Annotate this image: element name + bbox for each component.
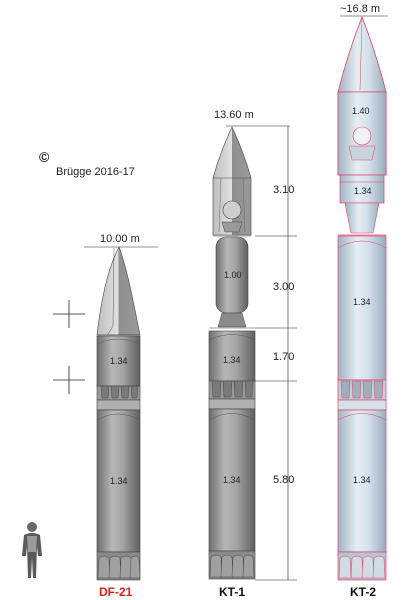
diameter-label-kt1-stage3: 1.00 bbox=[224, 270, 242, 280]
diameter-label-kt1-stage1: 1.34 bbox=[223, 475, 241, 485]
credit: © Brügge 2016-17 bbox=[39, 149, 135, 178]
crosshair-icon bbox=[53, 300, 85, 328]
diameter-label-df21-stage1: 1.34 bbox=[110, 476, 128, 486]
rocket-name-kt2: KT-2 bbox=[350, 585, 376, 599]
diameter-label-kt2-stage1: 1.34 bbox=[353, 475, 371, 485]
diameter-label-kt2-stage2: 1.34 bbox=[353, 297, 371, 307]
human-figure-icon bbox=[22, 522, 42, 578]
rocket-name-df21: DF-21 bbox=[99, 585, 133, 599]
diameter-label-kt2-stage4: 1.40 bbox=[352, 106, 370, 116]
section-length-2: 3.00 bbox=[273, 281, 294, 293]
diameter-label-df21-stage2: 1.34 bbox=[110, 356, 128, 366]
dimension-scale bbox=[255, 126, 297, 581]
rocket-df21: 10.00 m 1.34 1.34 DF-21 bbox=[84, 233, 158, 599]
section-length-4: 5.80 bbox=[273, 474, 294, 486]
crosshair-icon bbox=[53, 366, 85, 394]
section-length-1: 3.10 bbox=[273, 184, 294, 196]
diameter-label-kt2-stage3: 1.34 bbox=[354, 186, 372, 196]
credit-text: Brügge 2016-17 bbox=[56, 166, 135, 178]
height-label-df21: 10.00 m bbox=[100, 233, 140, 245]
copyright-icon: © bbox=[39, 149, 50, 165]
height-label-kt1: 13.60 m bbox=[214, 109, 254, 121]
rocket-name-kt1: KT-1 bbox=[219, 585, 245, 599]
diameter-label-kt1-stage2: 1.34 bbox=[223, 355, 241, 365]
rocket-kt1: 13.60 m 1.00 1.34 1.34 KT-1 bbox=[208, 109, 297, 599]
section-length-3: 1.70 bbox=[273, 351, 294, 363]
height-label-kt2: ~16.8 m bbox=[340, 3, 380, 15]
rocket-kt2: ~16.8 m 1.40 1.34 1.34 1.34 KT-2 bbox=[337, 3, 388, 599]
